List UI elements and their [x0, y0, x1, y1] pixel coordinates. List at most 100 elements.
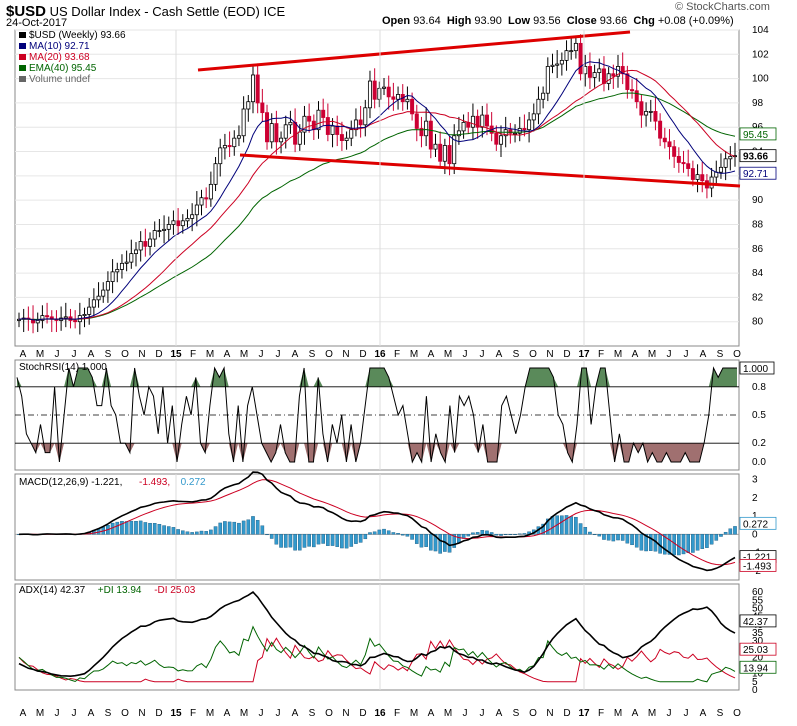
x-tick-label-bottom: J [55, 708, 60, 719]
candle-body [185, 217, 190, 222]
macd-histogram-bar [574, 517, 578, 535]
candle-body [335, 125, 340, 135]
minus-di-line [18, 637, 736, 683]
candle-body [143, 241, 148, 247]
candle-body [475, 115, 480, 128]
price-tick-label: 84 [752, 268, 764, 279]
macd-tick-label: 3 [752, 474, 758, 485]
candle-body [307, 115, 312, 122]
x-tick-label: A [428, 349, 435, 360]
macd-histogram-bar [625, 534, 630, 544]
macd-histogram-bar [293, 534, 297, 551]
macd-histogram-bar [372, 531, 377, 535]
candle-body [199, 197, 204, 206]
candle-body [82, 313, 87, 317]
price-value-tag-text: 95.45 [743, 130, 768, 141]
adx-value-tag-text: 13.94 [743, 663, 768, 674]
x-tick-label-bottom: M [240, 708, 248, 719]
macd-histogram-bar [728, 528, 733, 535]
macd-histogram-bar [400, 534, 405, 536]
macd-histogram-bar [152, 523, 157, 535]
candle-body [587, 66, 592, 78]
candle-body [634, 90, 639, 103]
macd-value-tag-text: -1.493 [743, 561, 772, 572]
macd-legend-entry: -1.493, [139, 477, 170, 488]
macd-histogram-bar [686, 534, 691, 553]
macd-histogram-bar [648, 534, 653, 551]
macd-histogram-bar [204, 531, 208, 535]
x-tick-label: J [55, 349, 60, 360]
x-tick-label: M [240, 349, 248, 360]
open-value: 93.64 [413, 15, 441, 27]
candle-body [321, 109, 326, 118]
x-tick-label-bottom: A [496, 708, 503, 719]
macd-histogram-bar [199, 530, 204, 535]
candle-body [105, 281, 110, 291]
macd-histogram-bar [213, 526, 218, 535]
x-tick-label-bottom: J [463, 708, 468, 719]
candle-body [658, 120, 663, 139]
macd-histogram-bar [354, 534, 358, 544]
price-legend-entry: MA(20) 93.68 [29, 52, 90, 63]
x-tick-label: N [546, 349, 553, 360]
candle-body [578, 42, 583, 75]
macd-line [18, 471, 736, 572]
macd-histogram-bar [134, 520, 138, 535]
price-legend-entry: $USD (Weekly) 93.66 [29, 30, 126, 41]
candle-body [382, 86, 387, 89]
candle-body [433, 143, 438, 150]
macd-histogram-bar [588, 531, 592, 535]
macd-histogram-bar [391, 532, 396, 535]
low-label: Low [508, 15, 531, 27]
plus-di-line [18, 625, 736, 683]
macd-histogram-bar [700, 534, 705, 549]
price-tick-label: 100 [752, 74, 769, 85]
x-tick-label-bottom: S [513, 708, 520, 719]
macd-histogram-bar [209, 529, 213, 535]
macd-histogram-bar [681, 534, 686, 555]
macd-histogram-bar [513, 534, 517, 536]
macd-histogram-bar [274, 534, 279, 545]
x-tick-label-bottom: 16 [374, 708, 386, 719]
macd-histogram-bar [667, 534, 672, 555]
macd-histogram-bar [227, 521, 232, 535]
x-tick-label-bottom: M [614, 708, 622, 719]
adx-tick-label: 30 [752, 636, 764, 647]
x-tick-label-bottom: J [480, 708, 485, 719]
x-tick-label-bottom: J [667, 708, 672, 719]
candle-body [246, 101, 251, 110]
chg-value: +0.08 (+0.09%) [657, 15, 734, 27]
adx-line [18, 591, 736, 678]
candle-body [410, 98, 415, 115]
macd-histogram-bar [232, 521, 237, 535]
macd-histogram-bar [312, 534, 316, 548]
macd-value-tag [739, 558, 777, 572]
macd-histogram-bar [129, 520, 134, 535]
open-label: Open [382, 15, 411, 27]
macd-histogram-bar [288, 534, 293, 548]
macd-histogram-bar [368, 532, 372, 535]
candle-body [330, 125, 335, 135]
close-value: 93.66 [599, 15, 628, 27]
x-tick-label: A [292, 349, 299, 360]
stochrsi-tick-label: 0.2 [752, 438, 766, 449]
candle-body [148, 238, 153, 247]
candle-body [414, 113, 419, 129]
macd-histogram-bar [723, 531, 728, 535]
x-tick-label-bottom: S [717, 708, 724, 719]
candle-body [293, 121, 298, 145]
candle-body [480, 114, 485, 128]
panel-frame-3 [14, 583, 740, 691]
candle-body [45, 315, 50, 318]
candle-body [213, 163, 218, 185]
macd-histogram-bar [564, 515, 569, 535]
price-tick-label: 86 [752, 244, 764, 255]
candle-body [316, 109, 321, 131]
candle-body [166, 224, 171, 230]
lower-trendline [239, 153, 741, 188]
legend-swatch [19, 65, 26, 71]
x-tick-label-bottom: A [88, 708, 95, 719]
macd-histogram-bar [279, 534, 283, 548]
macd-histogram-bar [644, 534, 648, 552]
candle-body [274, 123, 279, 143]
